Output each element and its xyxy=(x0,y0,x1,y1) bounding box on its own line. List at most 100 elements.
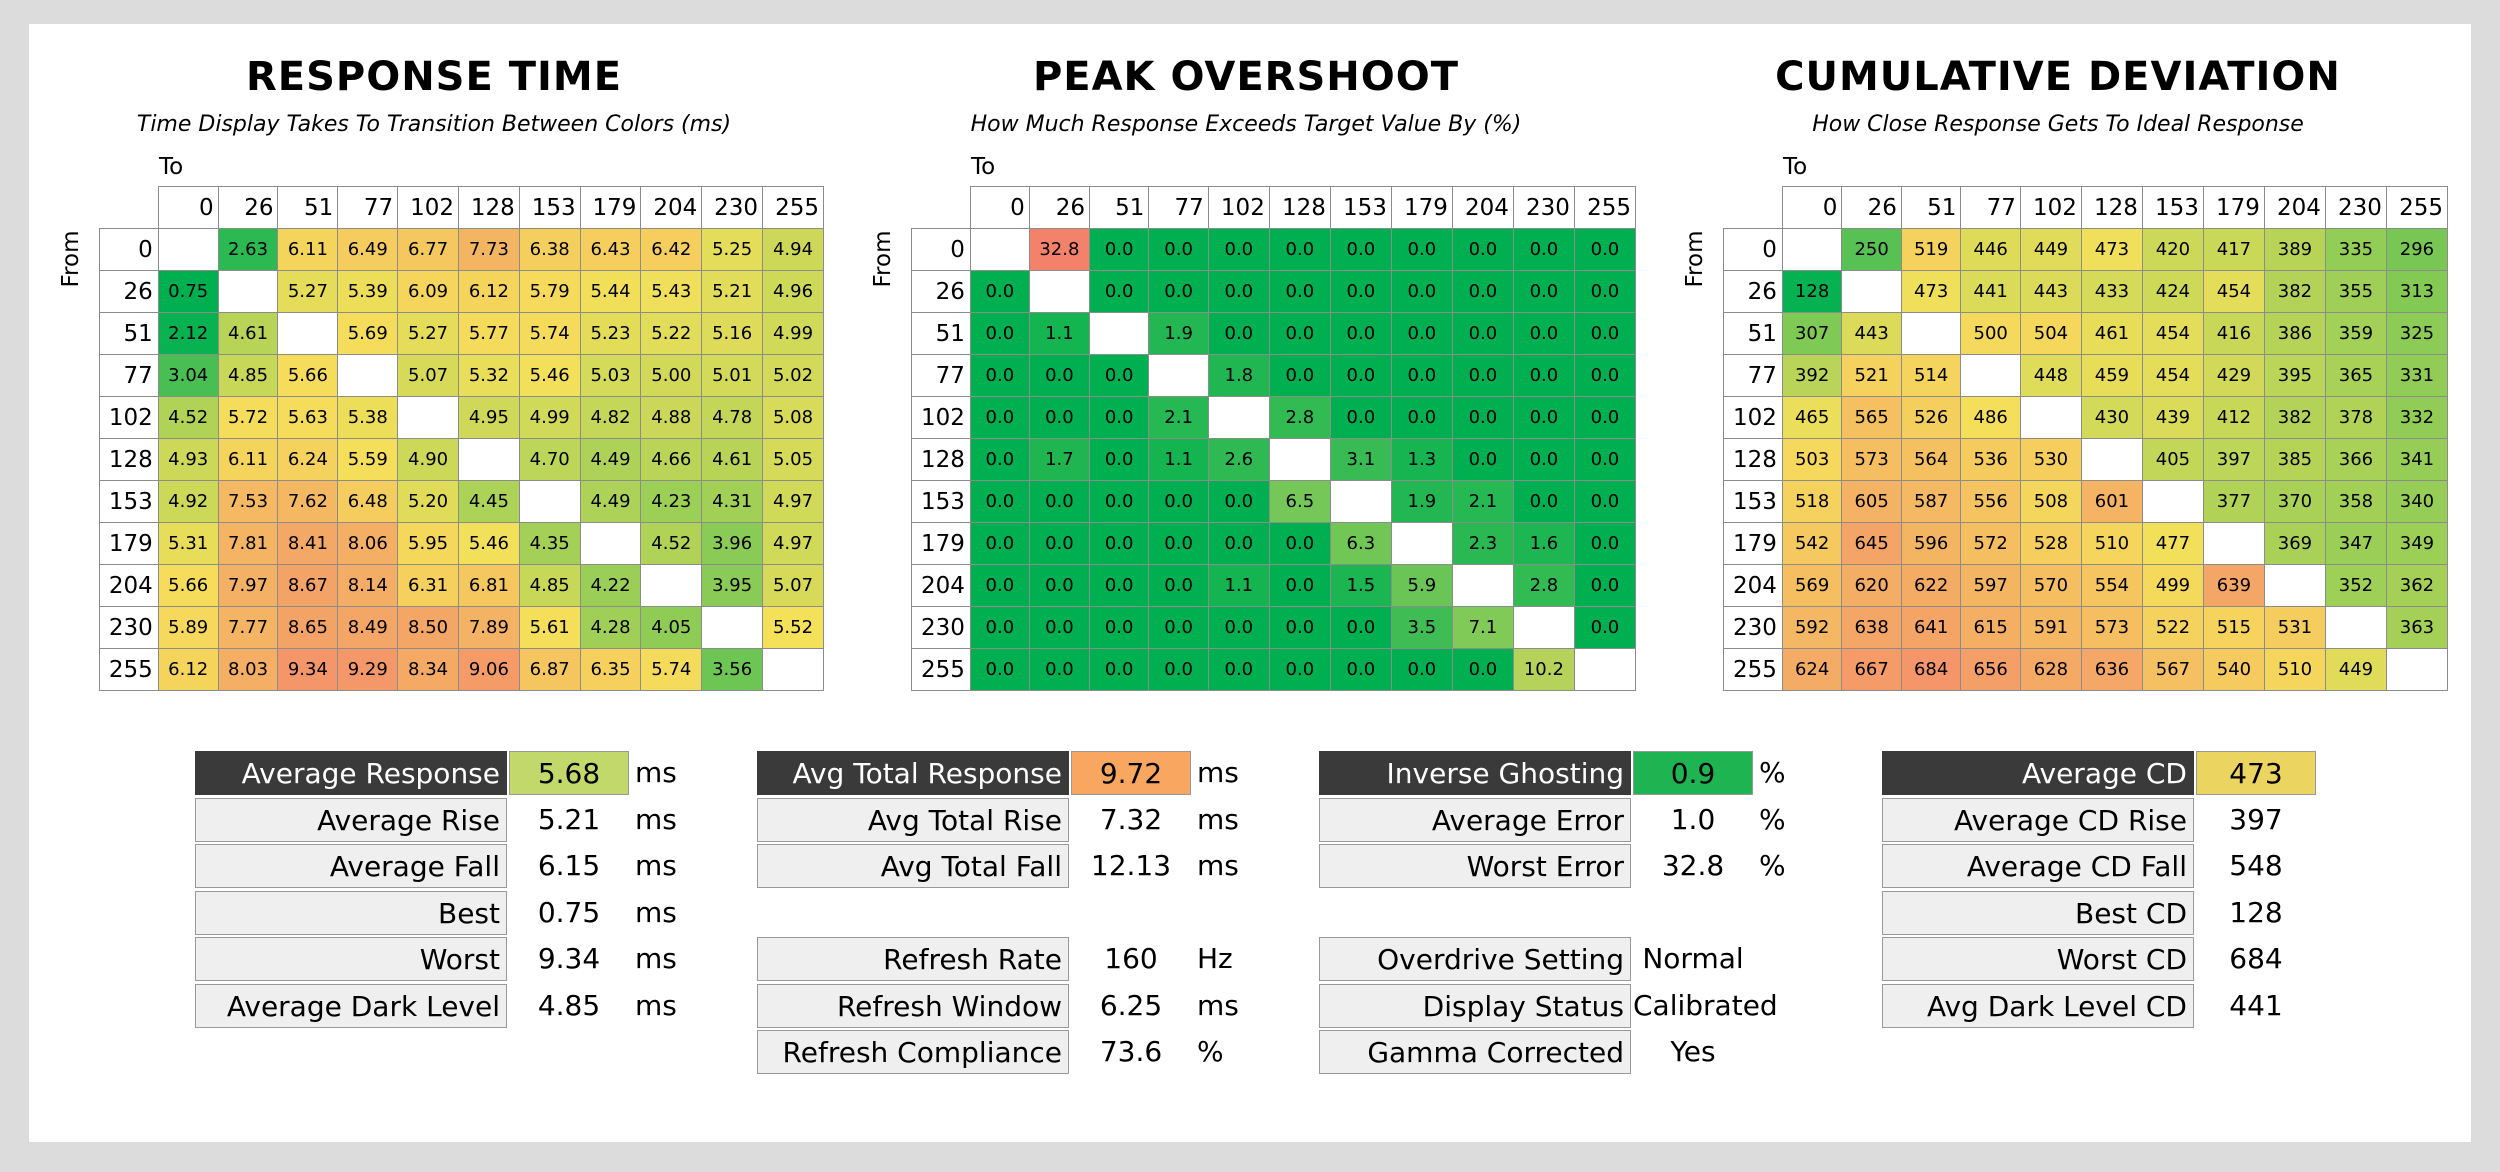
heatmap-cell: 0.0 xyxy=(1573,354,1637,397)
panel-title: CUMULATIVE DEVIATION xyxy=(1775,54,2341,100)
heatmap-cell: 0.0 xyxy=(1207,522,1270,565)
heatmap-cell: 597 xyxy=(1960,564,2021,607)
heatmap-cell: 392 xyxy=(1781,354,1843,397)
heatmap-cell: 8.03 xyxy=(217,648,279,691)
heatmap-cell: 8.65 xyxy=(277,606,339,649)
heatmap-cell: 7.62 xyxy=(277,480,339,523)
heatmap-cell xyxy=(579,522,642,565)
heatmap-cell: 6.77 xyxy=(397,228,459,271)
heatmap-row: 179 0.0 0.0 0.0 0.0 0.0 0.0 6.3 2.3 1.6 0.0 xyxy=(911,522,1637,565)
heatmap-cell: 362 xyxy=(2385,564,2449,607)
heatmap-cell: 5.89 xyxy=(157,606,219,649)
heatmap-cell: 0.0 xyxy=(1268,564,1331,607)
heatmap-cell: 0.0 xyxy=(1390,354,1453,397)
heatmap-cell: 0.0 xyxy=(1451,354,1514,397)
stat-unit: Hz xyxy=(1197,942,1233,975)
heatmap-row: 128 0.0 1.7 0.0 1.1 2.6 3.1 1.3 0.0 0.0 0.0 xyxy=(911,438,1637,481)
heatmap-cell: 7.73 xyxy=(458,228,520,271)
row-header: 51 xyxy=(99,312,159,355)
heatmap-cell: 2.1 xyxy=(1148,396,1209,439)
heatmap-cell: 3.56 xyxy=(701,648,764,691)
heatmap-cell: 0.0 xyxy=(1148,606,1209,649)
heatmap-cell: 377 xyxy=(2202,480,2265,523)
heatmap-row: 102 465 565 526 486 430 439 412 382 378 332 xyxy=(1723,396,2449,439)
heatmap-cell: 526 xyxy=(1900,396,1962,439)
stat-label: Avg Total Rise xyxy=(757,797,1069,842)
stat-value: 397 xyxy=(2229,802,2283,836)
heatmap-cell: 3.95 xyxy=(701,564,764,607)
heatmap-cell: 3.1 xyxy=(1329,438,1392,481)
stat-unit: ms xyxy=(635,756,677,789)
heatmap-cell: 454 xyxy=(2141,354,2204,397)
heatmap-cell: 5.72 xyxy=(217,396,279,439)
column-header: 230 xyxy=(701,186,764,229)
panel-title: RESPONSE TIME xyxy=(245,54,623,100)
heatmap-cell: 639 xyxy=(2202,564,2265,607)
stat-value: 32.8 xyxy=(1661,849,1725,882)
stat-value: 7.32 xyxy=(1099,802,1163,836)
heatmap-cell: 443 xyxy=(2019,270,2082,313)
heatmap-cell: 2.12 xyxy=(157,312,219,355)
heatmap-row: 102 0.0 0.0 0.0 2.1 2.8 0.0 0.0 0.0 0.0 0.0 xyxy=(911,396,1637,439)
heatmap-cell: 6.24 xyxy=(277,438,339,481)
heatmap-row: 0 250 519 446 449 473 420 417 389 335 296 xyxy=(1723,228,2449,271)
heatmap-cell: 6.43 xyxy=(579,228,642,271)
heatmap-cell: 6.09 xyxy=(397,270,459,313)
heatmap-table: 0 26 51 77 102 128 153 179 204 230 255 0 32.8 0.0 0.0 0… xyxy=(911,186,1637,691)
stat-unit: ms xyxy=(1197,756,1239,789)
heatmap-cell: 0.0 xyxy=(1451,648,1514,691)
heatmap-cell: 448 xyxy=(2019,354,2082,397)
heatmap-cell: 429 xyxy=(2202,354,2265,397)
heatmap-cell: 5.44 xyxy=(579,270,642,313)
heatmap-cell: 385 xyxy=(2263,438,2326,481)
heatmap-cell: 473 xyxy=(2080,228,2143,271)
heatmap-cell: 587 xyxy=(1900,480,1962,523)
heatmap-cell: 5.16 xyxy=(701,312,764,355)
response-time-panel: RESPONSE TIME Time Display Takes To Tran… xyxy=(44,24,824,724)
heatmap-cell: 0.0 xyxy=(1088,522,1150,565)
from-axis-label: From xyxy=(870,230,896,288)
heatmap-cell: 0.0 xyxy=(1148,564,1209,607)
heatmap-cell: 0.0 xyxy=(1512,438,1575,481)
heatmap-cell: 4.45 xyxy=(458,480,520,523)
column-header: 230 xyxy=(2324,186,2387,229)
heatmap-cell: 6.42 xyxy=(640,228,703,271)
heatmap-cell: 0.0 xyxy=(1088,564,1150,607)
column-header: 26 xyxy=(1841,186,1902,229)
heatmap-cell: 2.1 xyxy=(1451,480,1514,523)
column-header: 0 xyxy=(1781,186,1843,229)
heatmap-cell: 5.31 xyxy=(157,522,219,565)
heatmap-cell: 500 xyxy=(1960,312,2021,355)
heatmap-cell: 518 xyxy=(1781,480,1843,523)
heatmap-cell: 349 xyxy=(2385,522,2449,565)
heatmap-cell: 0.0 xyxy=(1573,522,1637,565)
heatmap-cell: 0.0 xyxy=(1028,564,1090,607)
heatmap-cell: 4.85 xyxy=(518,564,581,607)
heatmap-cell: 3.96 xyxy=(701,522,764,565)
from-axis-label: From xyxy=(1682,230,1708,288)
heatmap-cell: 5.01 xyxy=(701,354,764,397)
heatmap-cell: 1.1 xyxy=(1148,438,1209,481)
column-header: 153 xyxy=(1329,186,1392,229)
heatmap-cell: 620 xyxy=(1841,564,1902,607)
heatmap-cell: 449 xyxy=(2324,648,2387,691)
heatmap-cell xyxy=(2202,522,2265,565)
heatmap-cell: 0.0 xyxy=(969,480,1030,523)
heatmap-cell xyxy=(1088,312,1150,355)
heatmap-cell: 570 xyxy=(2019,564,2082,607)
column-header: 255 xyxy=(1573,186,1637,229)
heatmap-cell xyxy=(2385,648,2449,691)
column-header: 26 xyxy=(1028,186,1090,229)
panel-subtitle: Time Display Takes To Transition Between… xyxy=(136,112,732,137)
heatmap-cell: 5.25 xyxy=(701,228,764,271)
stat-label: Avg Total Response xyxy=(757,751,1069,795)
heatmap-cell: 430 xyxy=(2080,396,2143,439)
heatmap-row: 51 307 443 500 504 461 454 416 386 359 325 xyxy=(1723,312,2449,355)
stat-unit: ms xyxy=(635,895,677,929)
heatmap-cell: 8.67 xyxy=(277,564,339,607)
heatmap-cell: 7.1 xyxy=(1451,606,1514,649)
heatmap-cell: 522 xyxy=(2141,606,2204,649)
heatmap-row: 128 503 573 564 536 530 405 397 385 366 341 xyxy=(1723,438,2449,481)
heatmap-cell xyxy=(518,480,581,523)
heatmap-cell xyxy=(701,606,764,649)
